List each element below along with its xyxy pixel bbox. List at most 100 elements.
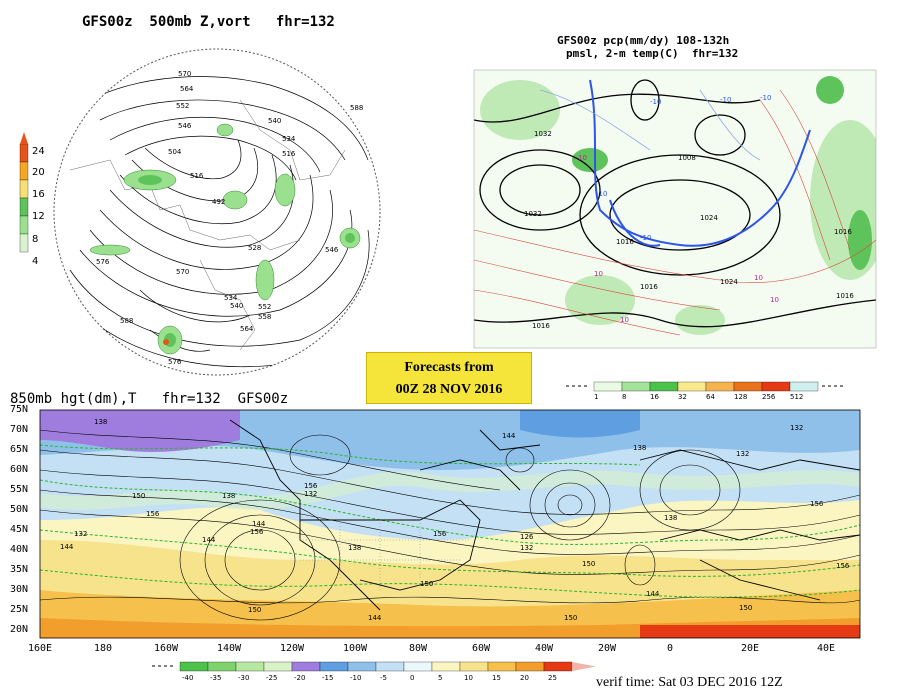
lon-label: 20E: [740, 643, 760, 654]
colorbar-500mb-tick: 24: [32, 146, 45, 157]
colorbar-500mb-tick: 4: [32, 256, 39, 267]
contour-label: 126: [520, 533, 534, 541]
lon-label: 80W: [408, 643, 428, 654]
contour-label: 534: [224, 294, 238, 302]
polar-500mb-map: [53, 48, 381, 376]
contour-label: 138: [633, 444, 647, 452]
contour-label: 570: [176, 268, 190, 276]
contour-label: 564: [240, 325, 254, 333]
lon-label: 160E: [27, 643, 53, 654]
contour-label: 540: [268, 117, 282, 125]
lat-label: 30N: [10, 584, 29, 595]
colorbar-850mb-tick: 15: [492, 674, 501, 682]
contour-label: 552: [176, 102, 190, 110]
contour-label: 558: [258, 313, 272, 321]
panel-850mb-title: 850mb hgt(dm),T fhr=132 GFS00z: [10, 391, 289, 407]
isobar-label: 1008: [678, 154, 696, 162]
temp-label: -10: [596, 190, 608, 198]
lon-label: 0: [666, 643, 674, 654]
verif-time: verif time: Sat 03 DEC 2016 12Z: [596, 675, 783, 690]
colorbar-precip-tick: 16: [650, 393, 659, 401]
contour-label: 144: [252, 520, 266, 528]
temp-label: -10: [760, 94, 772, 102]
lon-label: 160W: [153, 643, 179, 654]
lat-label: 45N: [10, 524, 29, 535]
colorbar-precip-tick: 32: [678, 393, 687, 401]
contour-label: 144: [646, 590, 660, 598]
isobar-label: 1032: [534, 130, 552, 138]
colorbar-precip: [566, 381, 846, 392]
colorbar-850mb-tick: 0: [410, 674, 415, 682]
contour-label: 150: [739, 604, 753, 612]
colorbar-850mb-tick: -30: [238, 674, 250, 682]
lat-label: 25N: [10, 604, 29, 615]
lon-label: 40E: [816, 643, 836, 654]
colorbar-850mb-tick: 10: [464, 674, 473, 682]
contour-label: 150: [582, 560, 596, 568]
contour-label: 492: [212, 198, 226, 206]
contour-label: 540: [230, 302, 244, 310]
lat-label: 75N: [10, 404, 29, 415]
colorbar-precip-tick: 64: [706, 393, 715, 401]
contour-label: 138: [664, 514, 678, 522]
contour-label: 534: [282, 135, 296, 143]
colorbar-precip-tick: 1: [594, 393, 599, 401]
colorbar-precip-tick: 256: [762, 393, 776, 401]
contour-label: 132: [304, 490, 318, 498]
colorbar-850mb-tick: 20: [520, 674, 529, 682]
isobar-label: 1016: [836, 292, 854, 300]
lat-label: 50N: [10, 504, 29, 515]
colorbar-500mb-tick: 8: [32, 234, 39, 245]
contour-label: 144: [502, 432, 516, 440]
contour-label: 132: [736, 450, 750, 458]
colorbar-850mb: [152, 661, 596, 672]
temp-label: 10: [594, 270, 603, 278]
colorbar-850mb-tick: -40: [182, 674, 194, 682]
forecast-init-box: Forecasts from 00Z 28 NOV 2016: [366, 352, 532, 404]
colorbar-500mb-tick: 20: [32, 167, 45, 178]
contour-label: 150: [564, 614, 578, 622]
lat-label: 70N: [10, 424, 29, 435]
forecast-box-line1: Forecasts from: [404, 360, 494, 375]
colorbar-precip-tick: 512: [790, 393, 804, 401]
colorbar-850mb-tick: 25: [548, 674, 557, 682]
temp-label: 10: [754, 274, 763, 282]
colorbar-500mb-tick: 16: [32, 189, 45, 200]
contour-label: 516: [190, 172, 204, 180]
lon-label: 140W: [216, 643, 242, 654]
map-850mb: [40, 410, 860, 638]
lon-label: 100W: [342, 643, 368, 654]
panel-500mb-title: GFS00z 500mb Z,vort fhr=132: [82, 14, 335, 30]
lon-label: 120W: [279, 643, 305, 654]
contour-label: 570: [178, 70, 192, 78]
contour-label: 150: [132, 492, 146, 500]
contour-label: 156: [810, 500, 824, 508]
isobar-label: 1016: [834, 228, 852, 236]
contour-label: 138: [94, 418, 108, 426]
isobar-label: 1016: [616, 238, 634, 246]
colorbar-850mb-tick: -5: [380, 674, 387, 682]
lon-label: 60W: [471, 643, 491, 654]
isobar-label: 1024: [720, 278, 738, 286]
precip-map: [474, 70, 876, 348]
lon-label: 40W: [534, 643, 554, 654]
contour-label: 132: [74, 530, 88, 538]
contour-label: 588: [120, 317, 134, 325]
temp-label: -10: [650, 98, 662, 106]
contour-label: 138: [348, 544, 362, 552]
temp-label: -10: [640, 234, 652, 242]
contour-label: 528: [248, 244, 262, 252]
isobar-label: 1016: [532, 322, 550, 330]
contour-label: 150: [420, 580, 434, 588]
colorbar-precip-tick: 128: [734, 393, 748, 401]
contour-label: 132: [790, 424, 804, 432]
temp-label: -10: [720, 96, 732, 104]
contour-label: 576: [168, 358, 182, 366]
lat-label: 60N: [10, 464, 29, 475]
lat-label: 40N: [10, 544, 29, 555]
temp-label: 10: [770, 296, 779, 304]
contour-label: 156: [433, 530, 447, 538]
contour-label: 546: [178, 122, 192, 130]
temp-label: 10: [620, 316, 629, 324]
